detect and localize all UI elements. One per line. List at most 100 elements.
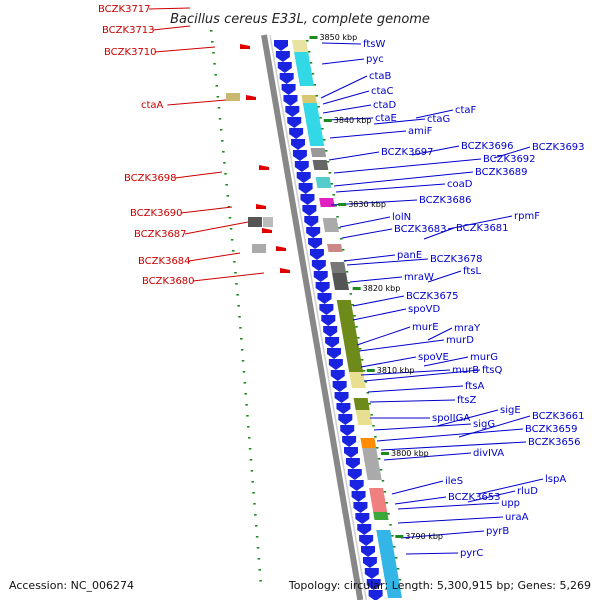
function-block — [319, 198, 335, 207]
track-dot — [368, 403, 371, 405]
forward-gene-label: mraW — [404, 272, 434, 283]
reverse-feature-block — [252, 244, 266, 253]
track-dot — [379, 469, 383, 471]
track-dot — [334, 205, 337, 207]
track-dot — [309, 62, 313, 64]
track-dot — [214, 74, 217, 76]
forward-gene-label: spoVE — [418, 352, 449, 363]
track-dot — [236, 294, 239, 296]
forward-leader-line — [328, 151, 380, 161]
forward-gene-label: ctaC — [371, 86, 394, 97]
track-dot — [374, 436, 377, 438]
track-dot — [383, 491, 387, 493]
track-dot — [234, 272, 237, 274]
cds-arrow — [359, 535, 374, 546]
reverse-leader-line — [167, 99, 227, 106]
track-dot — [233, 261, 236, 263]
forward-gene-label: pyrC — [460, 548, 483, 559]
reverse-cds-arrow — [262, 228, 272, 233]
forward-gene-label: lolN — [392, 212, 411, 223]
forward-leader-line — [349, 276, 403, 283]
reverse-gene-label: BCZK3713 — [102, 25, 155, 36]
kbp-tick-mark — [323, 119, 332, 122]
track-dot — [257, 558, 261, 560]
cds-arrow — [325, 337, 340, 348]
cds-arrow — [366, 579, 381, 590]
cds-arrow — [306, 227, 321, 238]
function-block — [330, 262, 347, 273]
forward-gene-label: panE — [397, 250, 422, 261]
track-dot — [376, 447, 379, 449]
forward-gene-label: BCZK3656 — [528, 437, 581, 448]
function-block — [353, 398, 370, 410]
cds-arrow — [285, 106, 300, 117]
track-dot — [242, 371, 246, 373]
track-dot — [311, 73, 315, 75]
track-dot — [245, 404, 248, 406]
forward-leader-line — [367, 385, 464, 393]
track-dot — [366, 392, 370, 394]
track-dot — [332, 194, 335, 196]
track-dot — [393, 546, 396, 548]
forward-gene-label: murE — [412, 322, 439, 333]
cds-arrow — [368, 590, 383, 600]
cds-arrow — [308, 238, 323, 249]
function-block — [322, 218, 340, 232]
track-dot — [252, 492, 255, 494]
track-dot — [307, 51, 311, 53]
forward-gene-label: spoVD — [408, 304, 441, 315]
topology-text: Topology: circular; Length: 5,300,915 bp… — [288, 579, 591, 592]
cds-arrow — [304, 216, 319, 227]
reverse-cds-arrow — [240, 44, 250, 49]
forward-gene-label: BCZK3661 — [532, 411, 585, 422]
reverse-gene-label: ctaA — [141, 100, 164, 111]
forward-leader-line — [467, 490, 516, 503]
outer-dotted-track — [210, 30, 402, 582]
function-block — [376, 530, 402, 598]
track-dot — [358, 348, 362, 350]
cds-arrow — [275, 51, 290, 62]
backbone-edge — [269, 34, 368, 600]
track-dot — [319, 117, 322, 119]
forward-gene-label: pyrB — [486, 526, 509, 537]
forward-leader-line — [397, 516, 504, 524]
function-block — [301, 95, 317, 103]
track-dot — [398, 579, 402, 581]
track-dot — [250, 470, 254, 472]
reverse-leader-line — [152, 25, 191, 31]
track-dot — [222, 151, 225, 153]
function-block — [332, 273, 349, 290]
forward-gene-label: BCZK3683 — [394, 224, 447, 235]
forward-gene-label: BCZK3693 — [532, 142, 585, 153]
cds-arrow — [340, 425, 355, 436]
forward-gene-label: rluD — [517, 486, 538, 497]
forward-leader-line — [380, 441, 527, 451]
cds-arrow — [334, 392, 349, 403]
forward-gene-label: upp — [501, 498, 520, 509]
track-dot — [357, 337, 360, 339]
cds-arrow — [364, 568, 379, 579]
track-dot — [328, 172, 332, 174]
forward-leader-line — [373, 118, 426, 125]
forward-leader-line — [363, 369, 481, 382]
track-dot — [353, 315, 356, 317]
kbp-ruler: 3850 kbp 3840 kbp 3830 kbp 3820 kbp 3810 kbp… — [309, 33, 443, 541]
gene-labels: BCZK3717 BCZK3713 BCZK3710 ctaA BCZK3698 BCZK… — [98, 4, 585, 559]
cds-arrow — [338, 414, 353, 425]
forward-leader-line — [394, 496, 447, 505]
reverse-leader-line — [184, 221, 249, 235]
function-block — [292, 40, 309, 52]
forward-gene-label: ftsW — [363, 39, 385, 50]
kbp-tick-label: 3840 kbp — [334, 116, 372, 125]
track-dot — [228, 217, 232, 219]
reverse-cds-arrow — [276, 246, 286, 251]
forward-leader-line — [343, 254, 396, 262]
kbp-tick-mark — [309, 36, 318, 39]
track-dot — [246, 415, 249, 417]
kbp-tick-mark — [381, 452, 390, 455]
track-dot — [255, 525, 258, 527]
track-dot — [221, 140, 224, 142]
track-dot — [340, 238, 343, 240]
track-dot — [240, 349, 244, 351]
forward-leader-line — [400, 530, 485, 539]
